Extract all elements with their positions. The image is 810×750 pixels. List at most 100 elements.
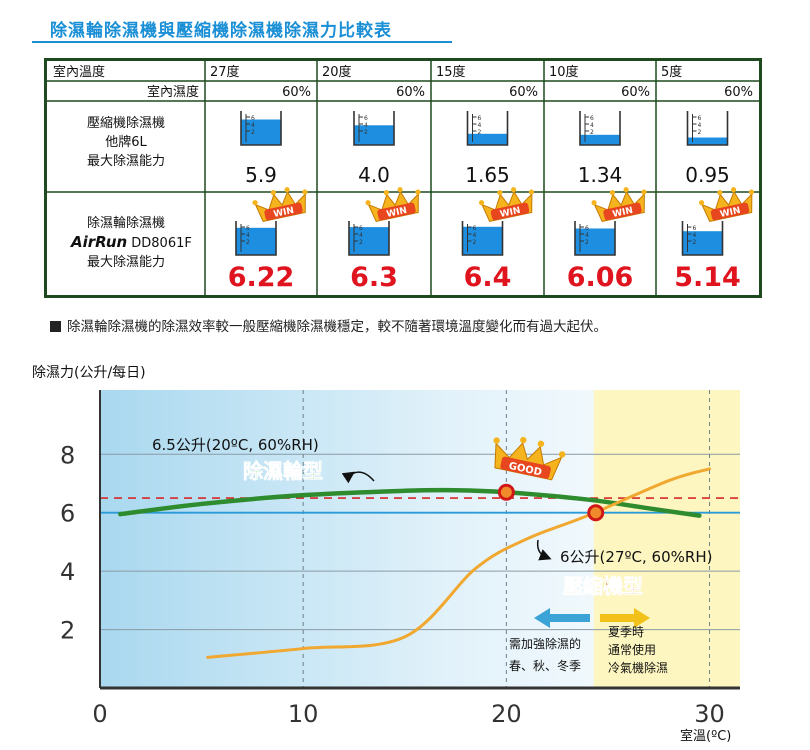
crown-jewel <box>365 200 371 206</box>
gauge-water <box>354 125 394 145</box>
crown-jewel <box>497 190 503 196</box>
gauge-tick-label: 2 <box>478 129 482 136</box>
gauge-tick-label: 6 <box>251 115 255 122</box>
gauge-tick-label: 4 <box>364 122 368 129</box>
gauge-tick-label: 6 <box>246 225 250 232</box>
desiccant-series-label: 除濕輪型 <box>243 459 323 483</box>
win-badge-text: WIN <box>273 206 295 220</box>
crown-jewel <box>528 189 535 195</box>
summer-zone <box>593 390 740 688</box>
crown-jewel <box>493 437 500 444</box>
gauge-tick-label: 4 <box>246 232 250 239</box>
gauge-tick-label: 2 <box>585 239 589 246</box>
x-tick-label: 0 <box>92 700 107 728</box>
gauge-tick-label: 6 <box>364 115 368 122</box>
desiccant-curve <box>118 487 702 518</box>
crown-ribbon <box>490 202 530 221</box>
gauge-tick-label: 4 <box>693 232 697 239</box>
right-arrow-icon <box>600 608 650 628</box>
crown-jewel <box>591 200 597 206</box>
y-axis-label: 除濕力(公升/每日) <box>32 365 146 381</box>
water-gauge-icon: 642 <box>461 221 504 256</box>
win-badge-text: WIN <box>499 206 521 220</box>
row1-label-line: 壓縮機除濕機 <box>87 115 165 131</box>
gauge-tick-label: 4 <box>698 122 702 129</box>
gauge-outline <box>235 221 277 256</box>
x-tick-label: 10 <box>288 700 319 728</box>
row1-value: 1.34 <box>578 163 623 187</box>
water-gauge-icon: 642 <box>235 221 277 256</box>
gauge-tick-label: 2 <box>473 239 477 246</box>
gauge-water <box>467 133 508 145</box>
compressor-curve <box>206 467 712 659</box>
water-gauge-icon: 642 <box>466 111 509 146</box>
gauge-water <box>682 231 723 255</box>
gauge-outline <box>466 111 509 146</box>
gauge-tick-label: 6 <box>698 115 702 122</box>
win-crown-icon: WIN <box>478 187 535 222</box>
intersection-marker <box>587 504 605 522</box>
gauge-tick-label: 4 <box>478 122 482 129</box>
gauge-outline <box>240 111 282 146</box>
header-temp-label: 室內溫度 <box>53 64 105 80</box>
crown-jewel <box>558 451 566 458</box>
win-badge-text: WIN <box>612 206 634 220</box>
header-humidity-cell: 60% <box>724 85 753 100</box>
compressor-series-label: 壓縮機型 <box>563 574 643 598</box>
crown-jewel <box>284 187 290 193</box>
page-title: 除濕輪除濕機與壓縮機除濕機除濕力比較表 <box>50 21 392 41</box>
row1-value: 0.95 <box>685 163 730 187</box>
header-temp-cell: 15度 <box>436 64 466 80</box>
crown-jewel <box>717 190 723 196</box>
win-crown-icon: WIN <box>365 187 421 222</box>
gauge-tick-label: 2 <box>693 239 697 246</box>
gauge-outline <box>574 221 616 256</box>
desiccant-ref-label: 6.5公升(20ºC, 60%RH) <box>152 436 319 454</box>
row2-value: 6.22 <box>228 262 295 293</box>
right-note-line: 夏季時 <box>608 625 644 639</box>
crown-jewel <box>730 187 737 193</box>
gauge-tick-label: 4 <box>590 122 594 129</box>
compressor-ref-label: 6公升(27ºC, 60%RH) <box>560 548 712 566</box>
row2-brand: AirRun <box>70 233 127 251</box>
gauge-tick-label: 6 <box>473 225 477 232</box>
gauge-tick-label: 6 <box>585 225 589 232</box>
gauge-tick-label: 6 <box>359 225 363 232</box>
row1-value: 5.9 <box>245 163 277 187</box>
gauge-tick-label: 2 <box>698 129 702 136</box>
row2-value: 6.4 <box>464 262 512 293</box>
row2-model: DD8061F <box>131 236 192 251</box>
crown-jewel <box>748 189 755 195</box>
gauge-water <box>575 228 615 255</box>
win-crown-icon: WIN <box>698 187 755 222</box>
header-temp-cell: 5度 <box>661 64 682 80</box>
win-crown-icon: WIN <box>252 187 308 222</box>
footnote: 除濕輪除濕機的除濕效率較一般壓縮機除濕機穩定，較不隨著環境溫度變化而有過大起伏。 <box>50 315 607 335</box>
row2-value: 5.14 <box>674 262 741 293</box>
water-gauge-icon: 642 <box>579 111 621 146</box>
gauge-tick-label: 2 <box>246 239 250 246</box>
header-humidity-cell: 60% <box>396 85 425 100</box>
water-gauge-icon: 642 <box>353 111 395 146</box>
crown-jewel <box>537 440 545 448</box>
header-temp-cell: 10度 <box>549 64 579 80</box>
x-tick-label: 30 <box>694 700 725 728</box>
row2-label-bottom: 最大除濕能力 <box>87 255 165 270</box>
crown-jewel <box>698 200 705 206</box>
water-gauge-icon: 642 <box>240 111 282 146</box>
header-humidity-cell: 60% <box>621 85 650 100</box>
gauge-outline <box>686 111 729 146</box>
row1-value: 1.65 <box>465 163 510 187</box>
crown-jewel <box>520 436 527 444</box>
crown-jewel <box>510 187 517 193</box>
capacity-chart: GOOD 除濕力(公升/每日) 室溫(ºC) 2 4 6 8 0 10 20 30 6.5公升(20º… <box>32 365 740 744</box>
crown-ribbon <box>500 456 551 479</box>
comparison-table: 室內溫度 室內濕度 27度 60% 20度 60% 15度 60% 10度 60% 5度 60% 壓縮機… <box>44 58 762 298</box>
crown-jewel <box>397 187 403 193</box>
right-note-line: 冷氣機除濕 <box>608 660 668 675</box>
water-gauge-icon: 642 <box>681 221 724 256</box>
row1-label-line: 最大除濕能力 <box>87 154 165 169</box>
header-humidity-label: 室內濕度 <box>147 84 199 100</box>
row2-value: 6.06 <box>567 262 634 293</box>
row1-value: 4.0 <box>358 163 390 187</box>
